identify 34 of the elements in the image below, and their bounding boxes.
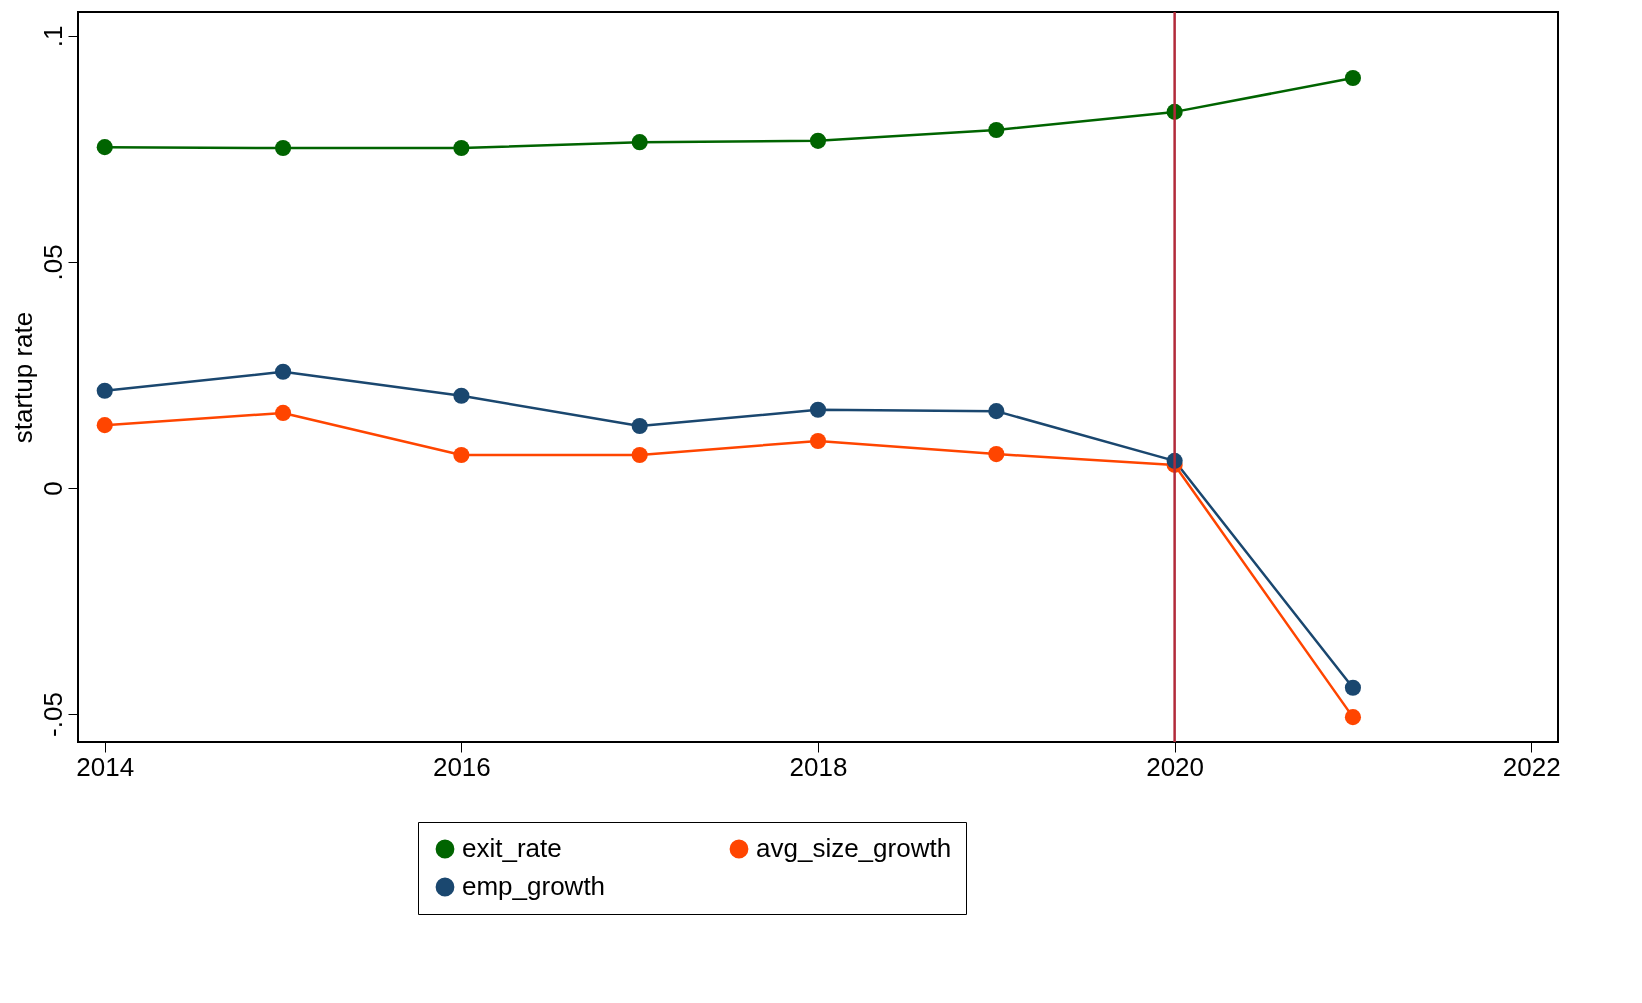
point <box>453 446 470 464</box>
x-tick-label: 2022 <box>1502 751 1561 782</box>
point <box>631 418 648 435</box>
point <box>631 446 648 464</box>
legend-label: exit_rate <box>462 833 562 863</box>
legend-label: emp_growth <box>462 871 606 901</box>
point <box>631 134 648 151</box>
point <box>809 132 827 149</box>
y-tick-label: -.05 <box>37 692 68 737</box>
y-tick-label: .1 <box>37 25 68 48</box>
y-axis-title: startup rate <box>7 311 38 444</box>
point <box>96 382 113 399</box>
point <box>275 404 292 421</box>
point <box>809 432 827 450</box>
point <box>809 401 827 418</box>
legend-label: avg_size_growth <box>756 833 952 863</box>
point <box>988 446 1005 463</box>
point <box>988 403 1005 420</box>
point <box>1344 679 1361 696</box>
point <box>275 363 292 380</box>
y-tick-label: 0 <box>37 481 68 496</box>
point <box>453 140 470 157</box>
point <box>453 387 470 404</box>
x-tick-label: 2020 <box>1146 751 1205 782</box>
point <box>1344 69 1361 87</box>
point <box>275 140 292 157</box>
x-tick-label: 2016 <box>432 751 491 782</box>
x-tick-label: 2018 <box>789 751 848 782</box>
point <box>96 417 113 434</box>
point <box>96 139 113 156</box>
x-tick-label: 2014 <box>76 751 135 782</box>
y-tick-label: .05 <box>37 244 68 281</box>
point <box>988 121 1005 139</box>
point <box>1344 709 1361 726</box>
